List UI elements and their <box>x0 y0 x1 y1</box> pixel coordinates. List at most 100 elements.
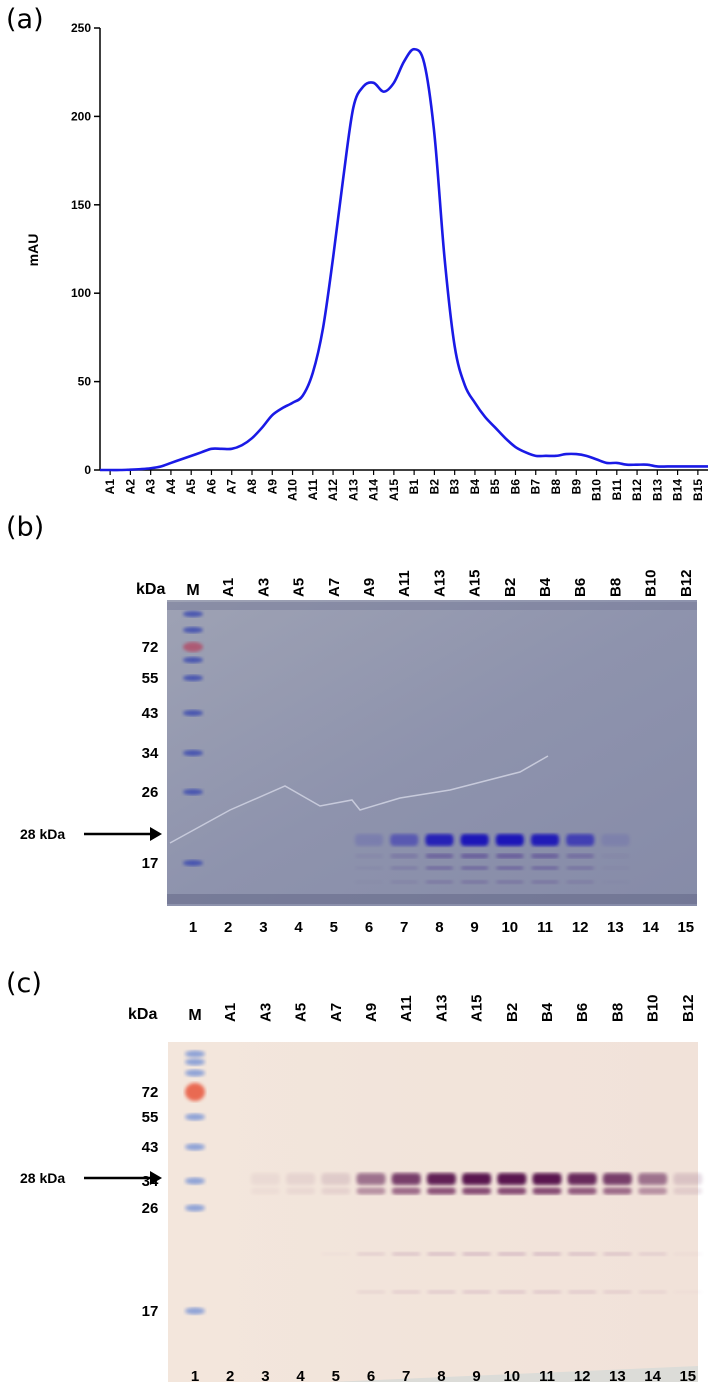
protein-band <box>601 866 630 870</box>
lane-label: A11 <box>396 570 413 597</box>
lane-number: 1 <box>191 1368 199 1385</box>
ladder-band <box>183 611 203 617</box>
lane-label: A9 <box>363 1003 380 1022</box>
x-tick-label: B3 <box>448 479 462 495</box>
protein-band <box>602 1187 632 1195</box>
protein-band <box>321 1187 351 1195</box>
lane-number: 5 <box>330 919 338 936</box>
lane-label: B6 <box>572 578 589 597</box>
protein-band <box>638 1252 668 1256</box>
lane-label: B4 <box>539 1002 556 1022</box>
ladder-band <box>183 860 203 866</box>
protein-band <box>602 1252 632 1256</box>
protein-band <box>638 1173 668 1185</box>
lane-label: A5 <box>291 578 308 597</box>
protein-band <box>321 1173 351 1185</box>
lane-number: 4 <box>294 919 303 936</box>
lane-label: B2 <box>504 1003 521 1022</box>
protein-band <box>460 880 489 884</box>
ladder-band <box>183 642 203 652</box>
x-tick-label: A4 <box>164 479 178 495</box>
marker-label: 17 <box>142 1303 159 1320</box>
protein-band <box>462 1290 492 1294</box>
lane-number: 7 <box>400 919 408 936</box>
x-tick-label: A8 <box>245 479 259 495</box>
protein-band <box>391 1187 421 1195</box>
x-tick-label: B8 <box>549 479 563 495</box>
lane-number: 2 <box>226 1368 234 1385</box>
target-label: 28 kDa <box>20 826 65 842</box>
x-tick-label: A6 <box>204 479 218 495</box>
protein-band <box>567 1252 597 1256</box>
ladder-band <box>185 1177 205 1185</box>
lane-label: A13 <box>431 569 448 597</box>
y-axis-label: mAU <box>25 234 41 267</box>
lane-label: B8 <box>607 578 624 597</box>
chart-series <box>100 47 708 472</box>
x-tick-label: A11 <box>306 479 320 501</box>
x-tick-label: A14 <box>367 479 381 501</box>
lane-label: B4 <box>537 577 554 597</box>
protein-band <box>426 1290 456 1294</box>
lane-number: 15 <box>679 1368 696 1385</box>
marker-ladder <box>183 611 203 866</box>
marker-label: 43 <box>142 705 159 722</box>
marker-label: 34 <box>142 745 159 762</box>
lane-number: 6 <box>365 919 373 936</box>
blot-background <box>168 1042 698 1382</box>
marker-ladder <box>185 1050 205 1315</box>
lane-label: A9 <box>361 578 378 597</box>
lane-label: B10 <box>645 994 662 1022</box>
protein-band <box>425 853 454 859</box>
lane-label: B6 <box>574 1003 591 1022</box>
lane-number: 3 <box>259 919 267 936</box>
protein-bands <box>250 1173 703 1294</box>
lane-label: B10 <box>643 569 660 597</box>
lane-number: 11 <box>537 919 553 936</box>
lane-number: 8 <box>437 1368 445 1385</box>
x-tick-label: A3 <box>144 479 158 495</box>
y-tick-label: 0 <box>84 463 91 477</box>
protein-band <box>355 834 383 846</box>
ladder-band <box>185 1050 205 1058</box>
protein-band <box>497 1187 527 1195</box>
lane-number: 14 <box>644 1368 661 1385</box>
panel-label-a: (a) <box>6 4 44 35</box>
x-tick-label: A2 <box>123 479 137 495</box>
y-tick-label: 50 <box>78 375 92 389</box>
x-tick-label: A1 <box>103 479 117 495</box>
lane-label: A1 <box>222 1003 239 1022</box>
marker-label: 72 <box>142 639 159 656</box>
protein-band <box>460 834 489 846</box>
ladder-band <box>183 750 203 756</box>
panel-label-c: (c) <box>6 968 42 999</box>
protein-band <box>391 1252 421 1256</box>
protein-band <box>601 853 630 859</box>
protein-band <box>495 866 524 870</box>
lane-number: 15 <box>677 919 694 936</box>
protein-band <box>426 1187 456 1195</box>
x-tick-label: B1 <box>407 479 421 495</box>
kda-label: kDa <box>136 581 165 598</box>
protein-band <box>391 1290 421 1294</box>
x-tick-label: A5 <box>184 479 198 495</box>
marker-label: 55 <box>142 1109 159 1126</box>
protein-band <box>531 834 559 846</box>
lane-label: A7 <box>328 1003 345 1022</box>
protein-band <box>673 1290 702 1294</box>
lane-number: 14 <box>642 919 659 936</box>
x-tick-label: A10 <box>286 479 300 501</box>
protein-band <box>391 1173 421 1185</box>
marker-label: 26 <box>142 784 159 801</box>
ladder-band <box>183 657 203 663</box>
protein-band <box>390 834 419 846</box>
marker-label: 55 <box>142 670 159 687</box>
ladder-band <box>183 675 203 681</box>
protein-band <box>286 1173 316 1185</box>
x-tick-label: B2 <box>427 479 441 495</box>
x-tick-label: A9 <box>265 479 279 495</box>
lane-label: A7 <box>326 578 343 597</box>
series-line <box>100 47 708 472</box>
